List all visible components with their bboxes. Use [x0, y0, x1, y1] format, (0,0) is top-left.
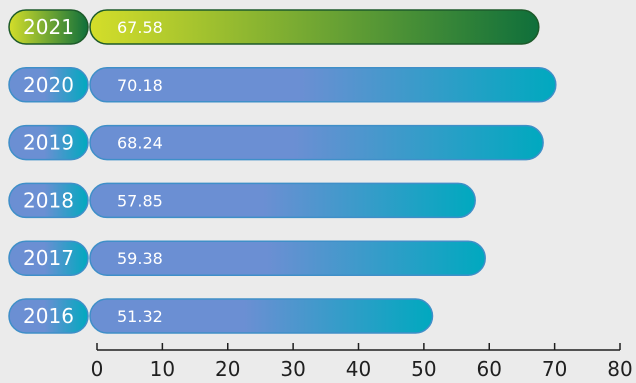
- bar-2017: [89, 240, 486, 276]
- year-pill-2017: [8, 240, 89, 276]
- bar-2020: [89, 67, 557, 103]
- x-tick-label-60: 60: [477, 357, 502, 381]
- bar-2021: [89, 9, 540, 45]
- year-pill-2018: [8, 182, 89, 219]
- bar-2018: [89, 182, 476, 219]
- x-tick-label-20: 20: [215, 357, 240, 381]
- bar-row-2020: 2020 70.18: [8, 67, 557, 103]
- value-label-2020: 70.18: [117, 76, 163, 95]
- bar-row-2017: 2017 59.38: [8, 240, 486, 276]
- bars-layer: 2021 67.58 2020 70.18 2019 68.24 2018 57.85 2017…: [8, 9, 557, 334]
- x-axis: 0 10 20 30 40 50 60 70 80: [91, 343, 633, 381]
- value-label-2021: 67.58: [117, 18, 163, 37]
- year-pill-2020: [8, 67, 89, 103]
- x-tick-label-10: 10: [150, 357, 175, 381]
- year-pill-2016: [8, 298, 89, 334]
- x-tick-label-50: 50: [411, 357, 436, 381]
- bar-row-2021: 2021 67.58: [8, 9, 540, 45]
- value-label-2016: 51.32: [117, 307, 163, 326]
- bar-row-2019: 2019 68.24: [8, 124, 544, 161]
- year-pill-2021: [8, 9, 89, 45]
- year-pill-2019: [8, 124, 89, 161]
- year-label-2019: 2019: [23, 131, 74, 155]
- year-label-2020: 2020: [23, 73, 74, 97]
- bar-2016: [89, 298, 434, 334]
- year-label-2016: 2016: [23, 304, 74, 328]
- x-tick-label-30: 30: [280, 357, 305, 381]
- bar-row-2018: 2018 57.85: [8, 182, 476, 219]
- value-label-2018: 57.85: [117, 191, 163, 210]
- x-tick-label-0: 0: [91, 357, 104, 381]
- bar-2019: [89, 124, 544, 161]
- year-label-2018: 2018: [23, 188, 74, 212]
- year-label-2021: 2021: [23, 15, 74, 39]
- x-tick-label-70: 70: [542, 357, 567, 381]
- value-label-2017: 59.38: [117, 249, 163, 268]
- x-tick-label-80: 80: [607, 357, 632, 381]
- bar-row-2016: 2016 51.32: [8, 298, 434, 334]
- x-tick-label-40: 40: [346, 357, 371, 381]
- value-label-2019: 68.24: [117, 134, 163, 153]
- year-label-2017: 2017: [23, 246, 74, 270]
